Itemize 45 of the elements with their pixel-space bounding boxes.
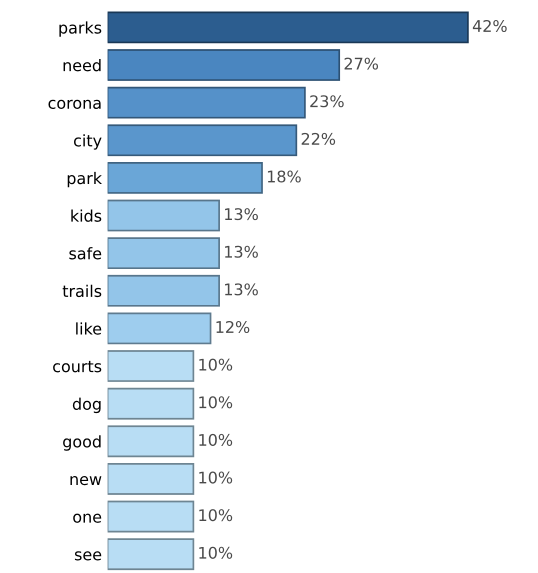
y-tick-label: trails [62,284,102,298]
y-tick-label: see [74,551,102,560]
bar [108,124,298,156]
data-label: 22% [302,132,336,145]
y-tick-label: safe [69,247,102,260]
data-label: 10% [199,509,232,522]
bar [108,500,194,532]
y-tick-label: good [63,435,101,451]
bar [108,463,194,495]
y-tick-label: dog [72,398,101,414]
data-label: 13% [225,283,258,296]
bar [108,388,194,420]
y-tick-label: one [73,514,102,523]
data-label: 10% [199,471,232,484]
y-tick-label: park [68,172,102,188]
bar [108,350,194,382]
data-label: 13% [225,208,258,220]
bar [108,237,220,270]
y-tick-label: like [76,322,102,335]
bar [108,12,469,44]
bar [108,200,220,232]
bar [108,274,220,307]
bar [108,425,194,458]
y-tick-label: corona [48,100,101,109]
y-tick-label: kids [71,209,102,222]
data-label: 42% [472,20,507,32]
y-tick-label: courts [53,360,102,372]
data-label: 12% [216,320,250,334]
y-tick-label: city [74,134,102,150]
y-tick-label: parks [59,21,102,37]
data-label: 18% [268,170,301,183]
data-label: 13% [225,246,258,258]
bar [108,86,306,119]
data-label: 10% [199,396,232,408]
y-tick-label: need [64,58,101,72]
data-label: 23% [310,95,344,108]
bar [108,538,194,570]
data-label: 10% [199,358,232,371]
data-label: 10% [199,434,232,446]
data-label: 10% [199,546,232,559]
y-tick-label: new [70,476,102,486]
bar [108,162,263,194]
bar [108,312,212,344]
bar [108,49,340,81]
data-label: 27% [344,58,378,70]
